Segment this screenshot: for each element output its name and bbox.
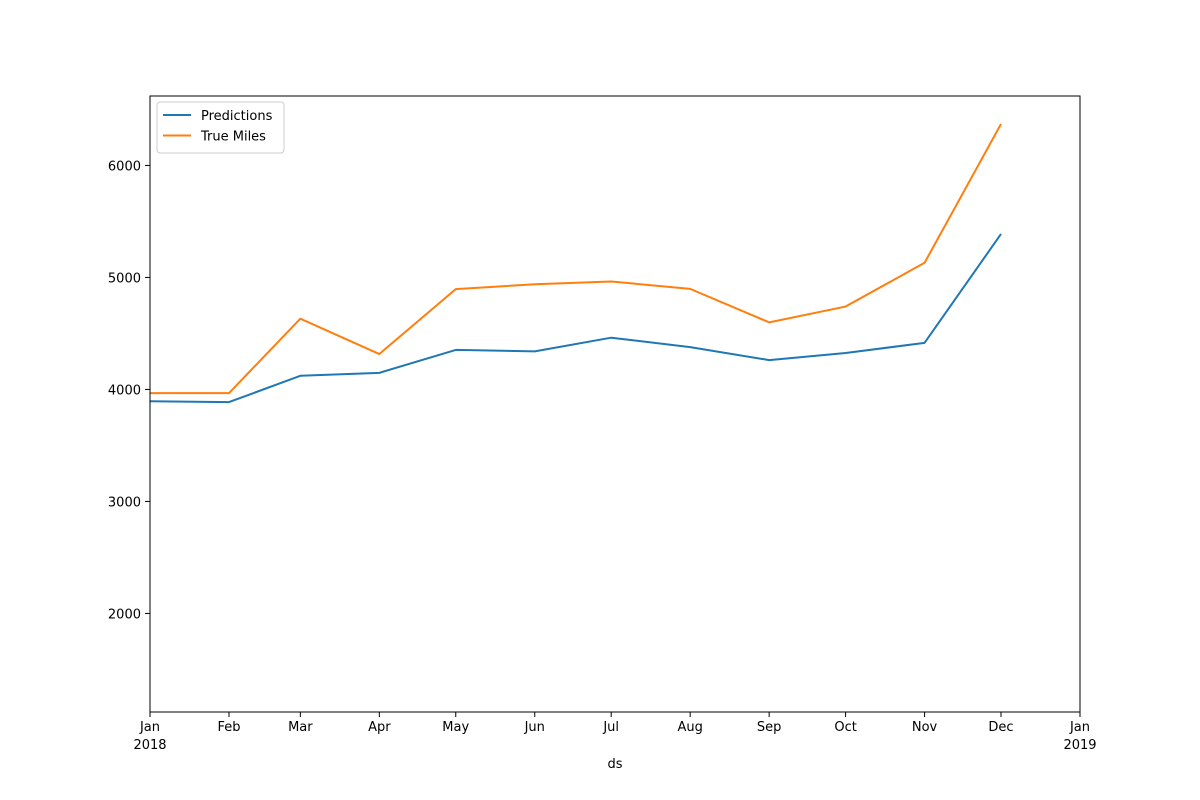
y-tick-label: 3000 xyxy=(108,495,141,510)
x-tick-label: Apr xyxy=(368,720,391,735)
x-tick-label: Jan xyxy=(1069,720,1090,735)
x-tick-label: Mar xyxy=(288,720,313,735)
x-tick-label: Oct xyxy=(834,720,856,735)
x-tick-label: Sep xyxy=(757,720,782,735)
x-tick-label: Jan xyxy=(139,720,160,735)
x-tick-label: Feb xyxy=(217,720,240,735)
y-tick-label: 5000 xyxy=(108,271,141,286)
series-line-0 xyxy=(149,233,1002,404)
y-tick-label: 6000 xyxy=(108,159,141,174)
x-tick-label: Jun xyxy=(524,720,545,735)
x-tick-label: Nov xyxy=(912,720,938,735)
legend-label-0: Predictions xyxy=(201,109,273,124)
series-line-1 xyxy=(150,123,1002,395)
plot-frame xyxy=(149,95,1081,713)
x-axis: Jan 2018 Feb Mar Apr May Jun Jul Aug Sep Oct Nov Dec… xyxy=(133,712,1097,753)
x-tick-label: May xyxy=(442,720,469,735)
x-tick-label: Jul xyxy=(602,720,619,735)
x-tick-year-label: 2018 xyxy=(133,738,166,753)
x-axis-label: ds xyxy=(607,757,622,772)
x-tick-label: Dec xyxy=(988,720,1013,735)
x-tick-label: Aug xyxy=(677,720,702,735)
y-tick-label: 4000 xyxy=(108,383,141,398)
legend: Predictions True Miles xyxy=(156,101,285,154)
legend-label-1: True Miles xyxy=(200,130,266,145)
x-tick-year-label: 2019 xyxy=(1063,738,1096,753)
y-tick-label: 2000 xyxy=(108,607,141,622)
series-layer xyxy=(149,123,1002,404)
y-axis: 2000 3000 4000 5000 6000 xyxy=(108,159,150,622)
